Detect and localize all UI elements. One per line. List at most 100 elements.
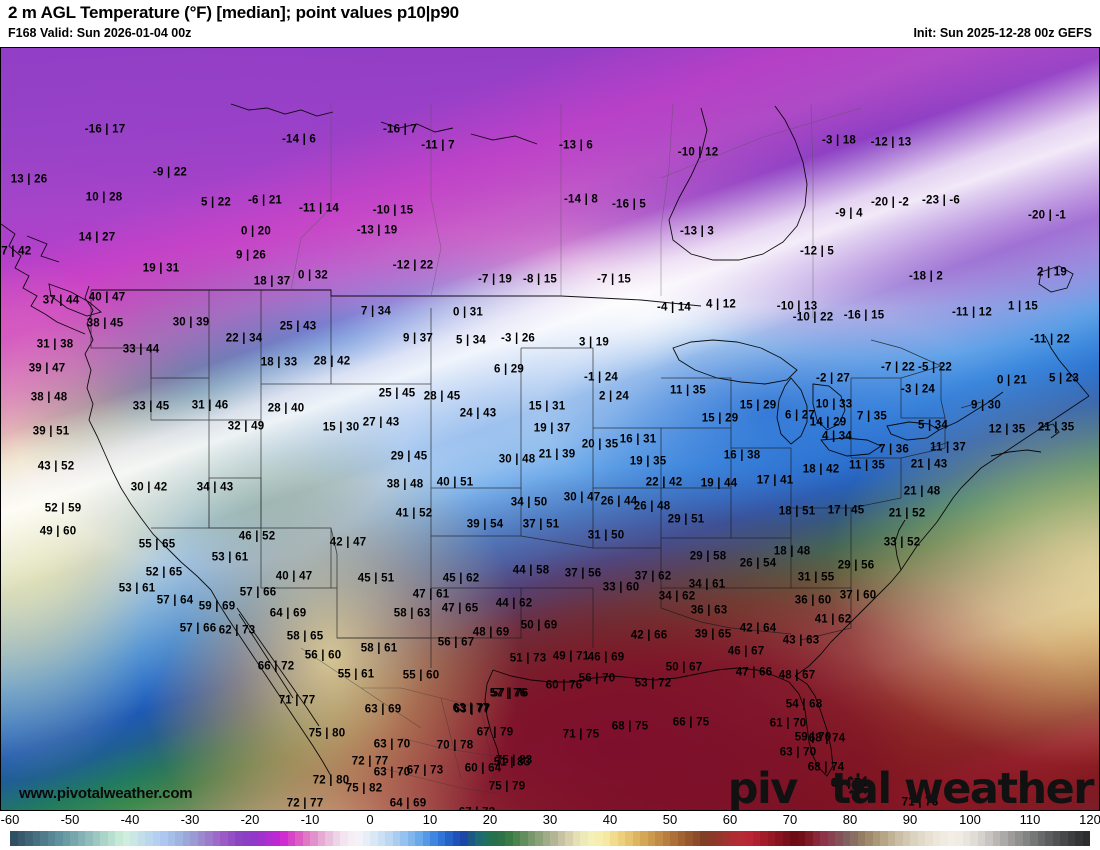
colorbar-tick-label: -60: [0, 812, 20, 827]
point-value-label: 33 | 45: [132, 400, 170, 413]
temperature-map[interactable]: -16 | 17 -14 | 6 -16 | 7 -11 | 7 -13 | 6 -10 …: [0, 47, 1100, 811]
point-value-label: 59 | 70: [794, 731, 832, 744]
point-value-label: 49 | 71: [552, 650, 590, 663]
colorbar-swatch: [962, 831, 970, 846]
point-value-label: 46 | 67: [727, 645, 765, 658]
colorbar-swatch: [422, 831, 430, 846]
colorbar-swatch: [557, 831, 565, 846]
point-value-label: -16 | 15: [843, 309, 885, 322]
brand-watermark: piv tal weather: [728, 764, 1095, 810]
point-value-label: 6 | 29: [494, 363, 524, 376]
point-value-label: -9 | 22: [152, 166, 188, 179]
point-value-label: 26 | 54: [739, 557, 777, 570]
colorbar-swatch: [925, 831, 933, 846]
colorbar-swatch: [775, 831, 783, 846]
point-value-label: 25 | 45: [378, 387, 416, 400]
point-value-label: 75 | 80: [308, 727, 346, 740]
point-value-label: -16 | 17: [84, 123, 126, 136]
point-value-label: 38 | 45: [86, 317, 124, 330]
point-value-label: 18 | 42: [802, 463, 840, 476]
point-value-label: 68 | 74: [830, 777, 868, 790]
point-value-label: 18 | 37: [253, 275, 291, 288]
point-value-label: 55 | 65: [138, 538, 176, 551]
point-value-label: 14 | 29: [809, 416, 847, 429]
colorbar-swatch: [692, 831, 700, 846]
point-value-label: 36 | 63: [690, 604, 728, 617]
point-value-label: 37 | 56: [564, 567, 602, 580]
colorbar-swatch: [887, 831, 895, 846]
point-value-label: -11 | 12: [952, 306, 992, 319]
point-value-label: 0 | 31: [453, 306, 483, 319]
point-value-label: -11 | 7: [421, 139, 455, 152]
colorbar-swatch: [1082, 831, 1090, 846]
colorbar-swatch: [970, 831, 978, 846]
colorbar-swatch: [580, 831, 588, 846]
point-value-label: 68 | 75: [611, 720, 649, 733]
point-value-label: 32 | 49: [227, 420, 265, 433]
point-value-label: 60 | 64: [464, 762, 502, 775]
colorbar-swatch: [100, 831, 108, 846]
point-value-label: 40 | 51: [436, 476, 474, 489]
colorbar-swatch: [182, 831, 190, 846]
colorbar-swatch: [227, 831, 235, 846]
point-value-label: -2 | 27: [815, 372, 851, 385]
colorbar-swatch: [265, 831, 273, 846]
point-value-label: 18 | 48: [773, 545, 811, 558]
point-value-label: -10 | 15: [372, 204, 414, 217]
colorbar-swatch: [1030, 831, 1038, 846]
point-value-label: -7 | 15: [596, 273, 632, 286]
point-value-label: 56 | 60: [304, 649, 342, 662]
point-value-label: 72 | 77: [351, 755, 389, 768]
colorbar-swatch: [392, 831, 400, 846]
point-value-label: -10 | 13: [776, 300, 818, 313]
colorbar-swatch: [407, 831, 415, 846]
colorbar-swatch: [310, 831, 318, 846]
point-value-label: -3 | 18: [821, 134, 857, 147]
point-value-label: 50 | 69: [520, 619, 558, 632]
colorbar-swatch: [542, 831, 550, 846]
point-value-label: 5 | 34: [918, 419, 948, 432]
colorbar-swatch: [737, 831, 745, 846]
colorbar-swatch: [212, 831, 220, 846]
point-value-label: 19 | 31: [142, 262, 180, 275]
point-value-label: 39 | 65: [694, 628, 732, 641]
colorbar-swatch: [512, 831, 520, 846]
colorbar-swatch: [205, 831, 213, 846]
colorbar[interactable]: -60 -50 -40 -30 -20 -10 0 10 20 30 40 50 60 70 80 90 100…: [0, 812, 1100, 850]
colorbar-swatch: [55, 831, 63, 846]
colorbar-swatch: [490, 831, 498, 846]
point-value-label: 66 | 75: [672, 716, 710, 729]
colorbar-swatch: [707, 831, 715, 846]
point-value-label: 71 | 76: [901, 796, 939, 809]
point-value-label: 1 | 15: [1008, 300, 1038, 313]
point-value-label: 25 | 43: [279, 320, 317, 333]
point-value-label: 62 | 73: [218, 624, 256, 637]
point-value-label: 19 | 44: [700, 477, 738, 490]
point-value-label: 71 | 77: [278, 694, 316, 707]
colorbar-swatch: [400, 831, 408, 846]
colorbar-swatch: [235, 831, 243, 846]
point-value-label: 48 | 69: [472, 626, 510, 639]
point-value-label: 31 | 38: [36, 338, 74, 351]
colorbar-tick-label: 40: [602, 812, 618, 827]
point-value-label: -20 | -1: [1027, 209, 1067, 222]
point-value-label: 52 | 59: [44, 502, 82, 515]
colorbar-swatch: [947, 831, 955, 846]
point-value-label: 51 | 73: [509, 652, 547, 665]
colorbar-swatch: [550, 831, 558, 846]
colorbar-swatch: [437, 831, 445, 846]
colorbar-swatch: [47, 831, 55, 846]
colorbar-swatch: [1037, 831, 1045, 846]
point-value-label: -12 | 22: [392, 259, 434, 272]
colorbar-swatch: [655, 831, 663, 846]
colorbar-swatch: [130, 831, 138, 846]
colorbar-swatch: [677, 831, 685, 846]
point-value-label: -12 | 5: [799, 245, 835, 258]
colorbar-swatch: [940, 831, 948, 846]
colorbar-swatch: [902, 831, 910, 846]
colorbar-swatch: [370, 831, 378, 846]
colorbar-swatch: [842, 831, 850, 846]
colorbar-tick-label: 30: [542, 812, 558, 827]
point-value-label: 63 | 70: [373, 766, 411, 779]
